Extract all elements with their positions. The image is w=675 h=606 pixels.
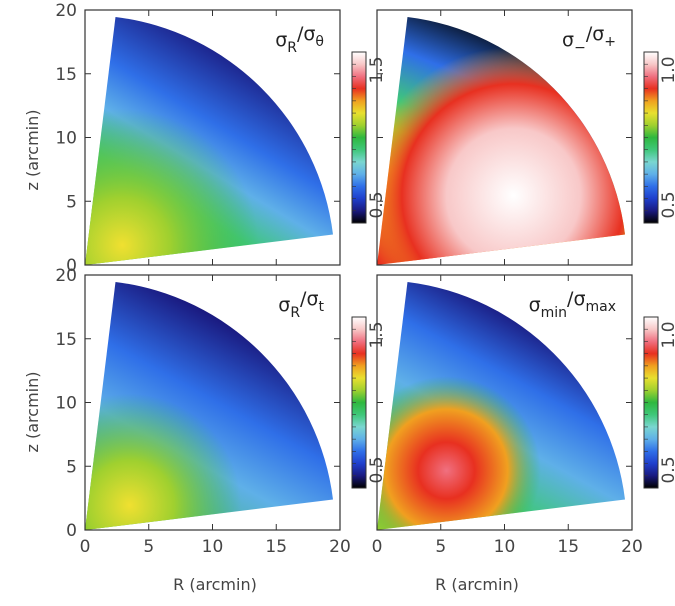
x-axis-title-left: R (arcmin) [173,575,257,594]
colorbar-min-label: 0.5 [659,191,675,218]
x-tick-label: 15 [557,537,579,557]
x-tick-label: 10 [202,537,224,557]
y-tick-label: 0 [66,256,77,276]
y-axis-title-bottom: z (arcmin) [23,372,42,453]
x-tick-label: 20 [329,537,351,557]
y-tick-label: 10 [55,394,77,414]
x-tick-label: 0 [80,537,91,557]
y-tick-label: 20 [55,1,77,21]
colorbar-min-label: 0.5 [659,456,675,483]
y-tick-label: 15 [55,330,77,350]
colorbar-max-label: 1.0 [659,56,675,83]
y-tick-label: 15 [55,65,77,85]
x-tick-label: 15 [265,537,287,557]
panel-title: σmin/σmax [529,288,616,321]
x-tick-label: 0 [372,537,383,557]
y-tick-label: 20 [55,266,77,286]
x-axis-title-right: R (arcmin) [435,575,519,594]
heatmap-hotspot [85,282,333,530]
y-tick-label: 5 [66,192,77,212]
panel-bottom-right: 0 5 10 15 20 σmin/σmax 1.0 0.5 [372,274,675,557]
y-axis-title-top: z (arcmin) [23,110,42,191]
y-tick-label: 0 [66,521,77,541]
panel-title: σR/σθ [275,23,324,56]
heatmap-hotspot [377,17,625,265]
panel-title: σR/σt [278,288,324,321]
y-tick-label: 10 [55,129,77,149]
x-tick-label: 5 [435,537,446,557]
heatmap-hotspot [377,282,625,530]
panel-top-right: σ−/σ+ 1.0 0.5 [376,9,675,266]
y-tick-label: 5 [66,457,77,477]
panel-title: σ−/σ+ [562,23,616,56]
colorbar-max-label: 1.0 [659,321,675,348]
x-tick-label: 20 [621,537,643,557]
x-tick-label: 10 [494,537,516,557]
x-tick-label: 5 [143,537,154,557]
heatmap-hotspot [85,17,333,265]
